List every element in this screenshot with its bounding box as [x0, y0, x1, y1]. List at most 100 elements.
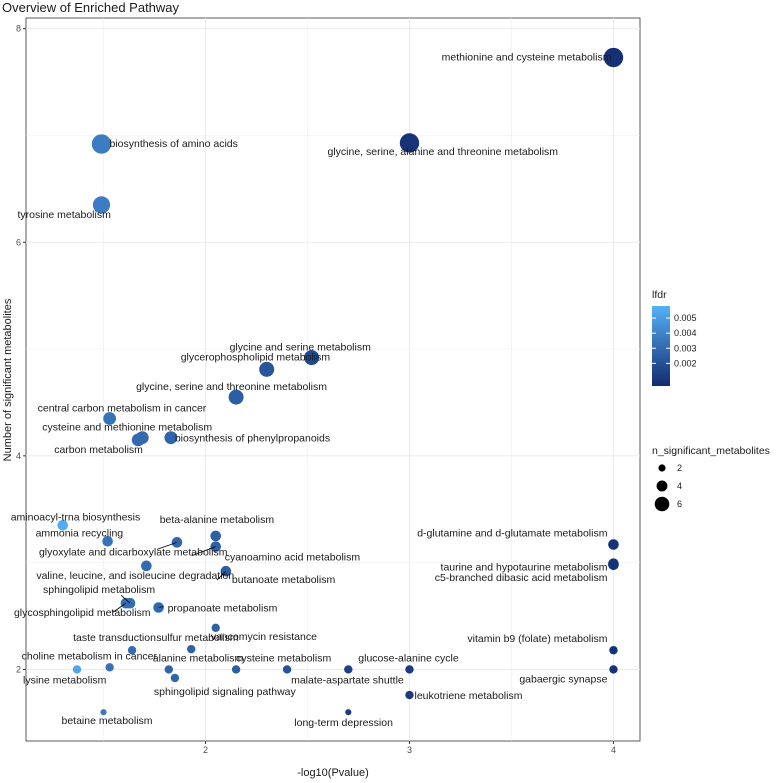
size-legend-key	[654, 496, 670, 512]
data-point	[164, 431, 178, 445]
data-point	[609, 646, 618, 655]
point-label: gabaergic synapse	[519, 673, 607, 685]
point-label: lysine metabolism	[23, 674, 107, 686]
data-point	[344, 665, 353, 674]
point-label: leukotriene metabolism	[414, 690, 522, 702]
data-point	[164, 665, 173, 674]
point-label: sphingolipid metabolism	[43, 584, 155, 596]
grid-lines	[26, 18, 640, 741]
point-label: beta-alanine metabolism	[160, 514, 275, 526]
size-legend-label: 2	[677, 463, 682, 473]
point-label: sulfur metabolism	[156, 632, 239, 644]
chart-title: Overview of Enriched Pathway	[2, 0, 180, 15]
data-point	[405, 665, 414, 674]
size-legend-label: 6	[677, 499, 682, 509]
point-label: d-glutamine and d-glutamate metabolism	[417, 527, 608, 539]
point-label: cysteine metabolism	[236, 652, 331, 664]
data-point	[259, 361, 275, 377]
point-label: cysteine and methionine metabolism	[42, 422, 212, 434]
point-label: glyoxylate and dicarboxylate metabolism	[39, 546, 228, 558]
x-tick-label: 3	[407, 745, 412, 755]
point-label: glycine, serine and threonine metabolism	[136, 381, 327, 393]
data-point	[57, 519, 69, 531]
color-bar-label: 0.002	[674, 358, 697, 368]
size-legend-key	[658, 464, 666, 472]
data-points	[57, 47, 624, 716]
y-tick-label: 6	[16, 237, 21, 247]
point-label: biosynthesis of phenylpropanoids	[175, 433, 330, 445]
point-label: tyrosine metabolism	[17, 209, 111, 221]
color-bar-label: 0.005	[674, 313, 697, 323]
data-point	[228, 389, 244, 405]
label-leader-line	[120, 594, 131, 604]
data-point	[608, 539, 619, 550]
point-label: taste transduction	[73, 632, 156, 644]
color-bar-label: 0.004	[674, 328, 697, 338]
label-leader-line	[216, 570, 227, 581]
point-label: glucose-alanine cycle	[358, 652, 459, 664]
point-label: biosynthesis of amino acids	[109, 138, 237, 150]
color-bar-label: 0.003	[674, 343, 697, 353]
label-leader-line	[156, 541, 178, 550]
point-label: aminoacyl-trna biosynthesis	[11, 511, 141, 523]
data-point	[127, 646, 137, 655]
point-label: long-term depression	[294, 717, 393, 729]
data-point	[105, 663, 114, 672]
data-point	[345, 709, 352, 716]
point-label: glycerophospholipid metabolism	[181, 351, 331, 363]
y-tick-label: 4	[16, 451, 21, 461]
point-label: taurine and hypotaurine metabolism	[441, 562, 608, 574]
label-leader-line	[112, 602, 127, 613]
data-point	[100, 709, 107, 716]
point-label: betaine metabolism	[62, 715, 153, 727]
axis-ticks: 2 3 4 2 4 6 8	[16, 24, 616, 755]
label-leader-line	[158, 606, 164, 608]
size-legend-label: 4	[677, 481, 682, 491]
point-label: cyanoamino acid metabolism	[225, 552, 361, 564]
data-point	[91, 134, 112, 154]
data-point	[102, 535, 113, 547]
y-tick-label: 8	[16, 24, 21, 34]
point-label: choline metabolism in cancer	[22, 650, 158, 662]
point-label: central carbon metabolism in cancer	[38, 402, 207, 414]
x-axis-title: -log10(Pvalue)	[297, 767, 369, 779]
label-leader-line	[191, 546, 216, 557]
data-point	[131, 433, 145, 447]
color-bar	[652, 306, 670, 386]
point-label: glycosphingolipid metabolism	[14, 607, 151, 619]
point-label: butanoate metabolism	[232, 574, 336, 586]
data-point	[211, 623, 220, 632]
x-tick-label: 2	[203, 745, 208, 755]
data-point	[603, 47, 624, 68]
x-tick-label: 4	[611, 745, 616, 755]
point-label: ammonia recycling	[36, 527, 124, 539]
size-legend-key	[656, 480, 668, 492]
data-point	[141, 560, 152, 572]
size-legend-keys: 2 4 6	[654, 463, 682, 512]
point-label: methionine and cysteine metabolism	[442, 52, 612, 64]
data-point	[210, 530, 222, 542]
y-axis-title: Number of significant metabolites	[2, 298, 14, 461]
data-point	[282, 665, 292, 674]
data-point	[304, 350, 320, 366]
data-point	[187, 644, 196, 654]
data-point	[72, 665, 82, 674]
point-label: vancomycin resistance	[211, 631, 317, 643]
point-label: valine, leucine, and isoleucine degradat…	[36, 570, 234, 582]
color-bar-ticks: 0.002 0.003 0.004 0.005	[652, 313, 697, 368]
data-point	[231, 665, 241, 674]
point-label: propanoate metabolism	[168, 603, 278, 615]
y-tick-label: 2	[16, 664, 21, 674]
point-label: alanine metabolism	[153, 652, 244, 664]
point-labels: methionine and cysteine metabolism glycin…	[11, 52, 612, 730]
legend: lfdr 0.002 0.003 0.004 0.005 n_significant_…	[652, 289, 770, 512]
plot-panel	[25, 17, 641, 742]
point-label: glycine and serine metabolism	[230, 342, 371, 354]
data-point	[399, 133, 420, 153]
data-point	[103, 412, 117, 425]
point-label: vitamin b9 (folate) metabolism	[467, 633, 607, 645]
point-label: carbon metabolism	[54, 444, 143, 456]
point-label: sphingolipid signaling pathway	[154, 686, 297, 698]
point-label: glycine, serine, alanine and threonine m…	[327, 146, 558, 158]
